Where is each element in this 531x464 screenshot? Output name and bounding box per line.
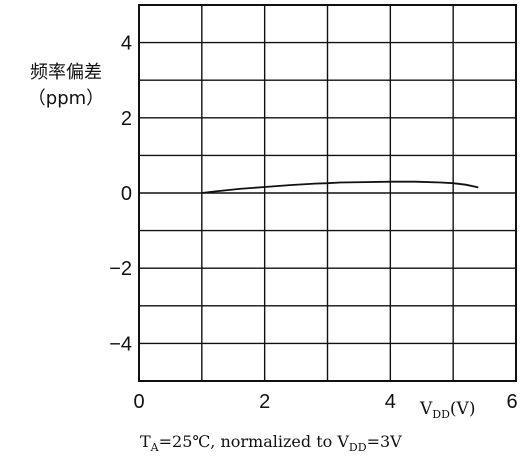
plot-frame xyxy=(138,4,517,382)
y-tick-label: 4 xyxy=(121,33,132,55)
y-tick-label: −4 xyxy=(109,333,132,355)
grid xyxy=(139,5,516,381)
y-tick-label: 2 xyxy=(121,108,132,130)
series-line xyxy=(201,180,479,194)
x-tick-label: 4 xyxy=(385,391,396,413)
condition-note: TA=25℃, normalized to VDD=3V xyxy=(140,432,402,454)
y-axis-label-line2: （ppm） xyxy=(28,88,104,109)
tick-labels: 4 2 0 −2 −4 0 2 4 6 xyxy=(109,33,517,413)
y-tick-label: −2 xyxy=(109,258,132,280)
x-tick-label: 0 xyxy=(133,391,144,413)
y-tick-label: 0 xyxy=(121,183,132,205)
x-tick-label: 2 xyxy=(259,391,270,413)
y-axis-label-line1: 频率偏差 xyxy=(30,62,102,83)
x-axis-label: VDD(V) xyxy=(419,399,475,421)
x-tick-label: 6 xyxy=(506,391,517,413)
